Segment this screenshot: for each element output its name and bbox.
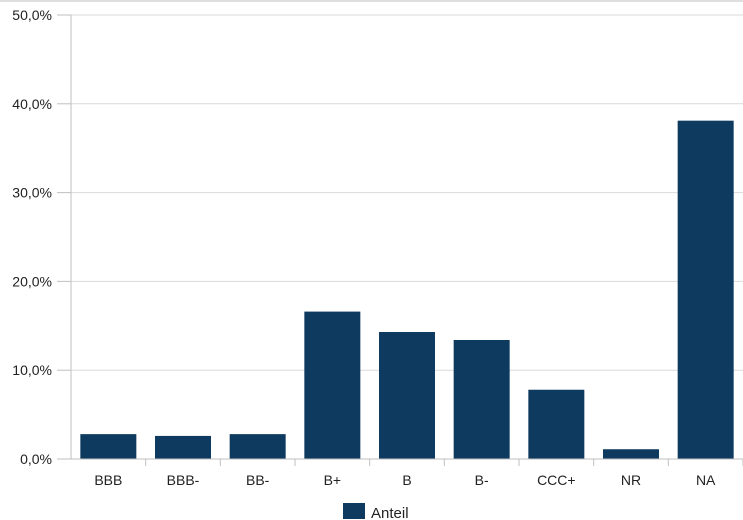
bar	[677, 120, 734, 459]
bar	[528, 389, 585, 459]
grid-lines	[71, 14, 743, 371]
x-tick-label: BBB	[94, 472, 122, 488]
x-tick-label: B+	[324, 472, 342, 488]
x-tick-label: NR	[621, 472, 641, 488]
y-tick-label: 0,0%	[20, 451, 52, 467]
bar	[80, 434, 137, 459]
legend-label: Anteil	[371, 505, 409, 520]
legend: Anteil	[343, 503, 409, 520]
x-tick-label: BB-	[246, 472, 270, 488]
bar	[379, 332, 435, 459]
x-tick-label: B-	[475, 472, 489, 488]
y-axis-ticks: 0,0% 10,0% 20,0% 30,0% 40,0% 50,0%	[12, 7, 71, 467]
y-tick-label: 40,0%	[12, 96, 52, 112]
legend-swatch	[343, 503, 365, 519]
y-tick-label: 20,0%	[12, 273, 52, 289]
y-tick-label: 50,0%	[12, 7, 52, 23]
x-tick-label: CCC+	[537, 472, 576, 488]
bar	[603, 449, 659, 459]
bars	[80, 120, 734, 459]
bar	[155, 435, 211, 459]
x-tick-label: B	[402, 472, 411, 488]
x-axis: BBB BBB- BB- B+ B B- CCC+ NR NA	[70, 15, 743, 488]
bar	[304, 311, 361, 459]
y-tick-label: 30,0%	[12, 185, 52, 201]
x-tick-label: NA	[696, 472, 716, 488]
x-tick-label: BBB-	[167, 472, 200, 488]
bar	[229, 434, 286, 459]
y-tick-label: 10,0%	[12, 362, 52, 378]
bar	[453, 340, 510, 459]
